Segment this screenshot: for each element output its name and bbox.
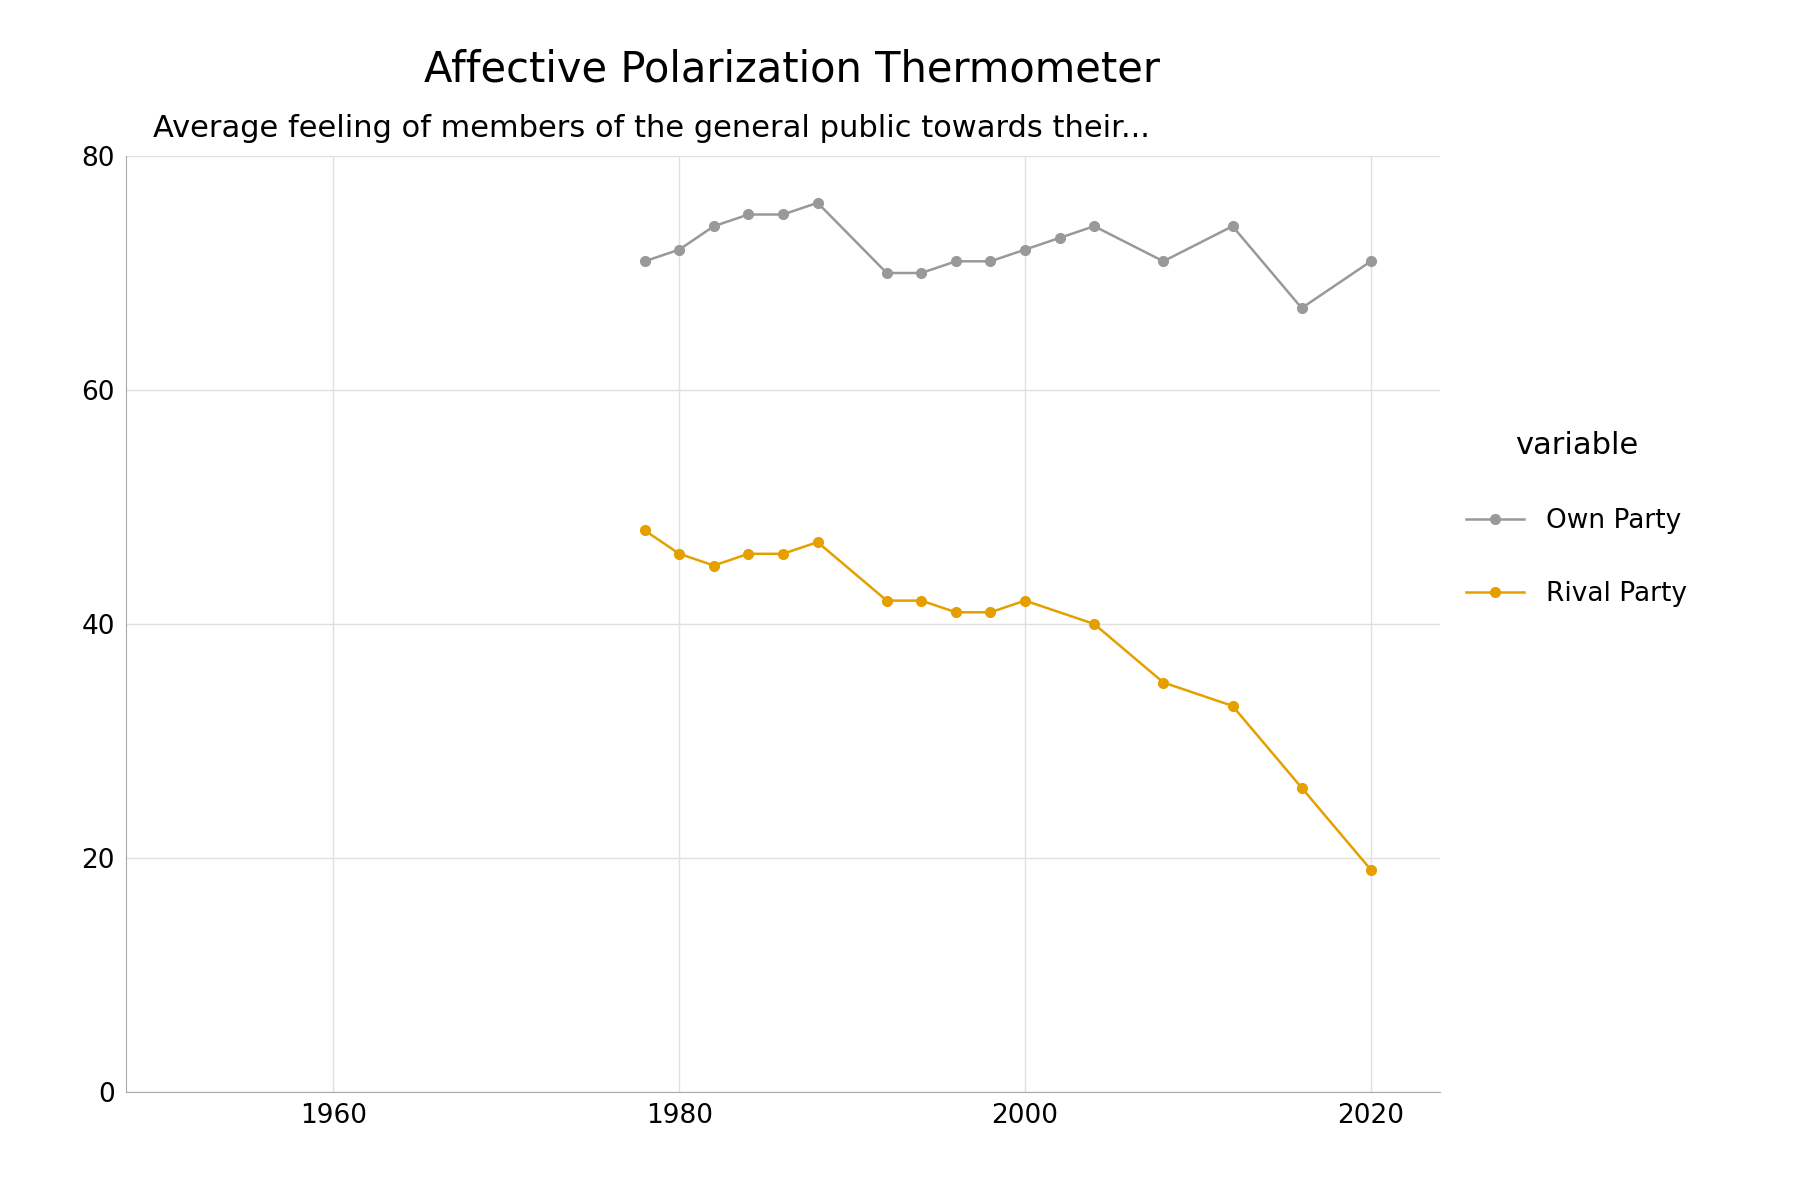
Own Party <box>1361 254 1382 269</box>
Legend: Own Party, Rival Party: Own Party, Rival Party <box>1467 431 1687 607</box>
Rival Party <box>945 605 967 619</box>
Rival Party <box>772 546 794 560</box>
Own Party <box>1152 254 1174 269</box>
Rival Party <box>704 558 725 572</box>
Rival Party <box>911 594 932 607</box>
Rival Party <box>1361 863 1382 877</box>
Own Party <box>1013 242 1035 257</box>
Own Party <box>911 265 932 280</box>
Own Party <box>806 196 828 210</box>
Rival Party <box>668 546 689 560</box>
Text: Affective Polarization Thermometer: Affective Polarization Thermometer <box>425 48 1159 90</box>
Rival Party <box>1152 676 1174 690</box>
Own Party <box>1084 218 1105 233</box>
Rival Party <box>877 594 898 607</box>
Rival Party <box>1291 780 1312 794</box>
Rival Party <box>738 546 760 560</box>
Own Party <box>634 254 655 269</box>
Rival Party <box>979 605 1001 619</box>
Own Party <box>668 242 689 257</box>
Line: Rival Party: Rival Party <box>639 526 1375 875</box>
Own Party <box>1291 301 1312 316</box>
Own Party <box>1049 230 1071 245</box>
Own Party <box>979 254 1001 269</box>
Text: Average feeling of members of the general public towards their...: Average feeling of members of the genera… <box>153 114 1150 143</box>
Own Party <box>704 218 725 233</box>
Rival Party <box>1222 698 1244 713</box>
Rival Party <box>634 523 655 538</box>
Rival Party <box>806 535 828 550</box>
Rival Party <box>1084 617 1105 631</box>
Line: Own Party: Own Party <box>639 198 1375 313</box>
Own Party <box>772 208 794 222</box>
Own Party <box>945 254 967 269</box>
Own Party <box>877 265 898 280</box>
Own Party <box>738 208 760 222</box>
Own Party <box>1222 218 1244 233</box>
Rival Party <box>1013 594 1035 607</box>
